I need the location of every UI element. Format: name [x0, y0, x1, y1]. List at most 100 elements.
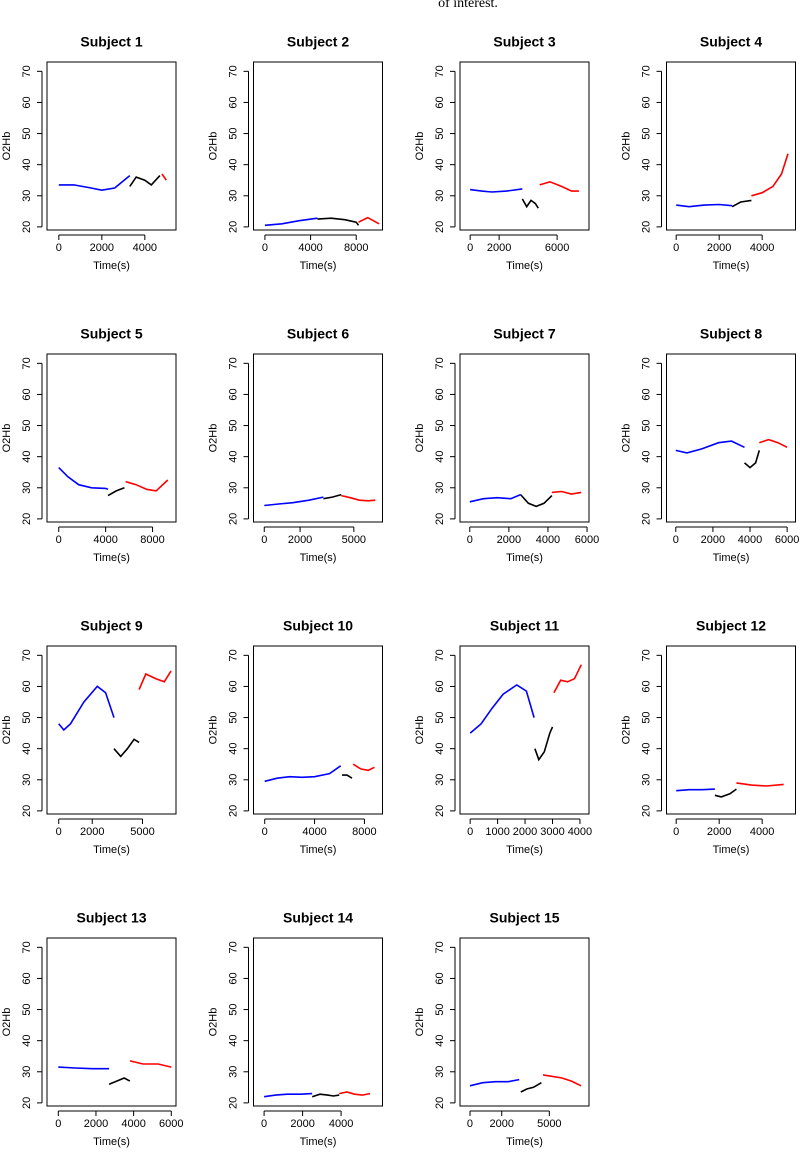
data-line — [264, 217, 318, 227]
x-tick-label: 4000 — [568, 826, 592, 838]
y-tick-label: 20 — [434, 805, 446, 817]
x-axis-label: Time(s) — [713, 260, 750, 272]
data-line — [58, 467, 109, 491]
data-line — [129, 1060, 172, 1068]
x-tick-label: 2000 — [290, 1118, 314, 1130]
x-axis-label: Time(s) — [713, 844, 750, 856]
data-line — [551, 490, 582, 495]
y-tick-label: 20 — [227, 221, 239, 233]
x-tick-label: 2000 — [707, 826, 731, 838]
x-tick-label: 0 — [673, 534, 679, 546]
y-axis-label: O2Hb — [207, 424, 219, 453]
x-axis-label: Time(s) — [93, 1136, 130, 1148]
y-tick-label: 30 — [21, 774, 33, 786]
y-tick-label: 60 — [434, 680, 446, 692]
x-tick-label: 2000 — [497, 534, 521, 546]
y-tick-label: 40 — [227, 159, 239, 171]
panel-title: Subject 7 — [493, 326, 555, 342]
data-line — [107, 487, 125, 497]
y-tick-label: 40 — [640, 159, 652, 171]
x-tick-label: 2000 — [489, 1118, 513, 1130]
data-line — [323, 493, 342, 500]
x-tick-label: 0 — [467, 534, 473, 546]
y-axis-label: O2Hb — [414, 424, 426, 453]
data-line — [342, 774, 353, 779]
y-tick-label: 30 — [434, 1066, 446, 1078]
y-tick-label: 70 — [434, 65, 446, 77]
y-axis-label: O2Hb — [414, 716, 426, 745]
panel-title: Subject 1 — [80, 34, 142, 50]
data-line — [317, 217, 360, 226]
y-tick-label: 60 — [227, 96, 239, 108]
x-tick-label: 4000 — [133, 242, 157, 254]
y-tick-label: 30 — [227, 190, 239, 202]
x-tick-label: 0 — [56, 534, 62, 546]
x-tick-label: 4000 — [738, 534, 762, 546]
data-line — [521, 198, 539, 209]
x-tick-label: 6000 — [545, 242, 569, 254]
y-tick-label: 40 — [227, 1035, 239, 1047]
y-tick-label: 40 — [227, 743, 239, 755]
data-line — [553, 664, 583, 694]
plot-box — [253, 353, 383, 523]
x-tick-label: 0 — [467, 1118, 473, 1130]
y-tick-label: 30 — [434, 774, 446, 786]
y-tick-label: 50 — [21, 1003, 33, 1015]
x-axis-label: Time(s) — [300, 552, 337, 564]
plot-box — [253, 937, 383, 1107]
x-tick-label: 1000 — [485, 826, 509, 838]
y-axis-label: O2Hb — [620, 132, 632, 161]
x-tick-label: 2000 — [707, 242, 731, 254]
plot-box — [459, 645, 590, 815]
x-axis-label: Time(s) — [506, 260, 543, 272]
y-tick-label: 60 — [640, 96, 652, 108]
y-tick-label: 30 — [640, 774, 652, 786]
plot-box — [666, 645, 796, 815]
data-line — [469, 493, 521, 503]
x-tick-label: 0 — [262, 242, 268, 254]
panel-title: Subject 6 — [287, 326, 349, 342]
panel-title: Subject 2 — [287, 34, 349, 50]
y-tick-label: 50 — [434, 127, 446, 139]
plot-box — [459, 353, 590, 523]
data-line — [161, 173, 167, 181]
data-line — [469, 1078, 520, 1087]
y-tick-label: 70 — [640, 357, 652, 369]
y-axis-label: O2Hb — [1, 716, 13, 745]
y-tick-label: 40 — [21, 451, 33, 463]
y-tick-label: 30 — [21, 482, 33, 494]
x-tick-label: 0 — [261, 534, 267, 546]
data-line — [108, 1077, 131, 1085]
y-tick-label: 60 — [227, 680, 239, 692]
y-tick-label: 60 — [227, 972, 239, 984]
y-axis-label: O2Hb — [414, 132, 426, 161]
x-tick-label: 0 — [262, 826, 268, 838]
y-tick-label: 70 — [21, 65, 33, 77]
y-tick-label: 20 — [434, 513, 446, 525]
y-tick-label: 40 — [640, 451, 652, 463]
y-tick-label: 40 — [434, 743, 446, 755]
y-tick-label: 60 — [21, 680, 33, 692]
x-tick-label: 2000 — [513, 826, 537, 838]
y-tick-label: 20 — [434, 221, 446, 233]
y-tick-label: 30 — [21, 190, 33, 202]
data-line — [731, 199, 752, 208]
x-axis-label: Time(s) — [713, 552, 750, 564]
x-axis-label: Time(s) — [93, 844, 130, 856]
x-axis-label: Time(s) — [93, 260, 130, 272]
y-tick-label: 50 — [21, 419, 33, 431]
y-tick-label: 60 — [21, 388, 33, 400]
y-tick-label: 50 — [227, 1003, 239, 1015]
y-tick-label: 50 — [434, 711, 446, 723]
plot-box — [46, 645, 177, 815]
panel-title: Subject 5 — [80, 326, 142, 342]
y-tick-label: 30 — [640, 190, 652, 202]
x-axis-label: Time(s) — [300, 1136, 337, 1148]
y-tick-label: 70 — [434, 941, 446, 953]
y-tick-label: 40 — [640, 743, 652, 755]
x-tick-label: 0 — [261, 1118, 267, 1130]
y-axis-label: O2Hb — [620, 424, 632, 453]
y-tick-label: 30 — [227, 774, 239, 786]
data-line — [714, 788, 737, 798]
